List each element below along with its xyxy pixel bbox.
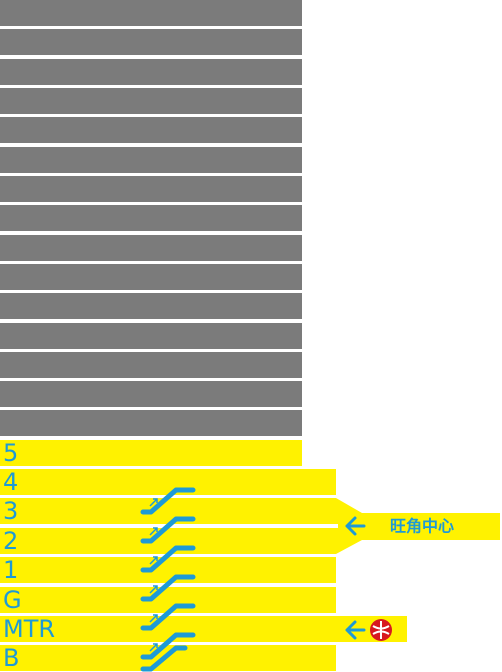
floor-label: 2 — [3, 527, 18, 555]
floor-labels: 5 4 3 2 1 G MTR B — [3, 439, 55, 672]
escalator-icon — [140, 516, 196, 544]
mtr-arrow — [345, 620, 366, 640]
escalator-icon — [140, 603, 196, 631]
upper-floor — [0, 59, 302, 85]
floor-label: 3 — [3, 497, 18, 525]
upper-floor — [0, 264, 302, 290]
upper-floor — [0, 0, 302, 26]
floor-bar — [0, 557, 336, 583]
upper-floor — [0, 293, 302, 319]
floor-bar — [0, 645, 336, 671]
upper-floor — [0, 410, 302, 436]
upper-floor — [0, 352, 302, 378]
floor-label: G — [3, 586, 22, 614]
escalator-icon — [140, 645, 188, 672]
floor-label: B — [3, 644, 19, 672]
mtr-logo — [370, 619, 392, 641]
floor-label: 1 — [3, 556, 18, 584]
upper-floors — [0, 0, 302, 436]
floor-label: 4 — [3, 468, 18, 496]
upper-floor — [0, 205, 302, 231]
floor-bar — [0, 587, 336, 613]
upper-floor — [0, 88, 302, 114]
upper-floor — [0, 117, 302, 143]
upper-floor — [0, 147, 302, 173]
escalators — [140, 487, 196, 672]
upper-floor — [0, 29, 302, 55]
upper-floor — [0, 381, 302, 407]
floor-bars — [0, 440, 500, 671]
floor-label: 5 — [3, 439, 18, 467]
escalator-icon — [140, 574, 196, 602]
floor-label: MTR — [3, 615, 55, 643]
upper-floor — [0, 176, 302, 202]
link-label: 旺角中心 — [390, 517, 454, 536]
escalator-icon — [140, 632, 196, 660]
escalator-icon — [140, 487, 196, 515]
floor-bar — [0, 440, 302, 466]
escalator-icon — [140, 545, 196, 573]
floor-bar — [0, 616, 407, 642]
upper-floor — [0, 323, 302, 349]
link-arrow — [345, 516, 366, 536]
upper-floor — [0, 235, 302, 261]
floor-bar — [0, 469, 336, 495]
